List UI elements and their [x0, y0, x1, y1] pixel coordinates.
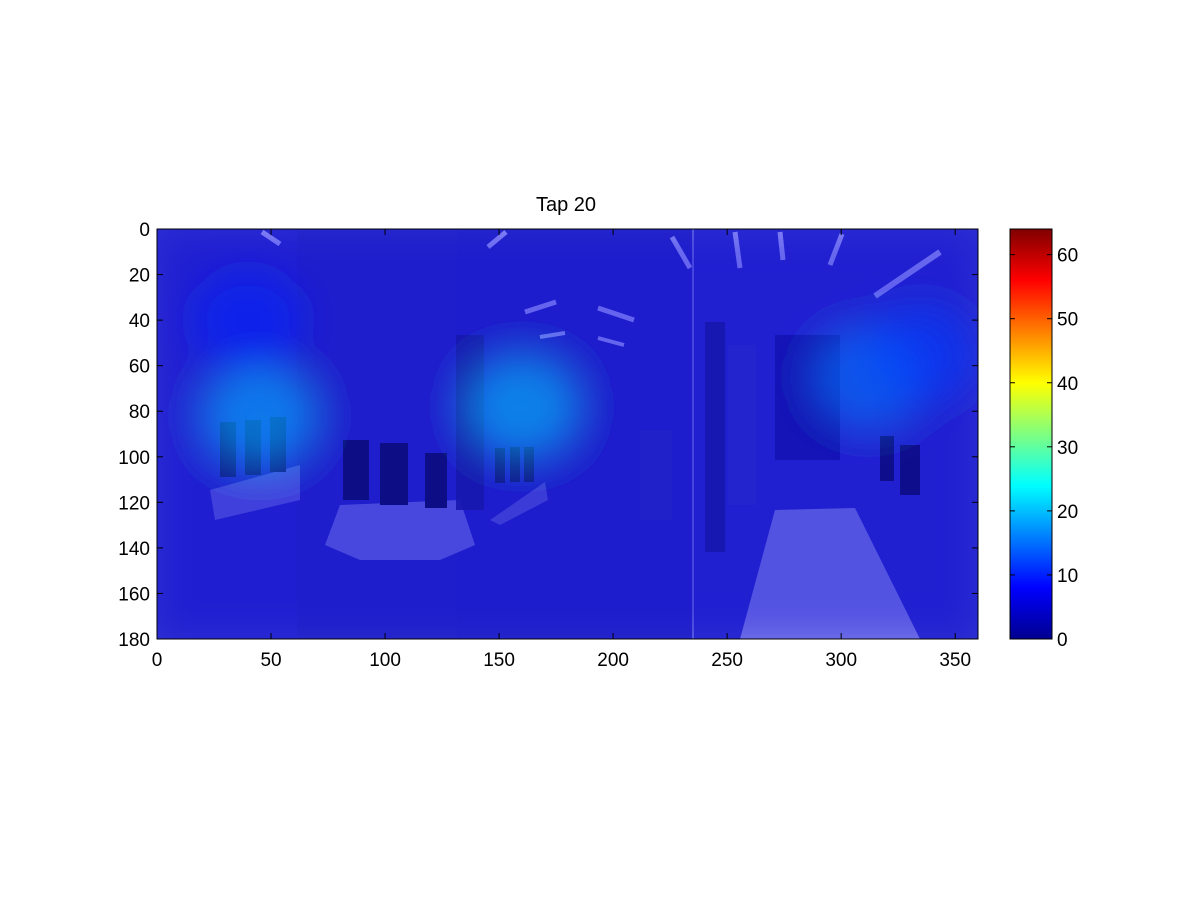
colorbar-tick-label: 60: [1057, 246, 1078, 267]
colorbar-tick-label: 50: [1057, 310, 1078, 331]
x-tick-label: 0: [152, 650, 163, 671]
chart-title: Tap 20: [536, 194, 596, 216]
colorbar-tick-label: 0: [1057, 630, 1068, 651]
y-tick-label: 160: [118, 584, 150, 605]
heat-hotspot: [193, 272, 304, 369]
x-tick-label: 300: [825, 650, 857, 671]
plot-frame: [156, 228, 979, 640]
y-tick-label: 40: [129, 311, 150, 332]
heat-hotspot: [466, 358, 577, 455]
x-tick-label: 250: [711, 650, 743, 671]
y-tick-label: 140: [118, 539, 150, 560]
colorbar-tick-label: 30: [1057, 438, 1078, 459]
heat-hotspot: [865, 306, 976, 403]
x-tick-label: 100: [369, 650, 401, 671]
colorbar-ticks: 0 10 20 30 40 50 60: [1010, 246, 1078, 651]
colorbar-tick-label: 20: [1057, 502, 1078, 523]
y-tick-label: 0: [139, 220, 150, 241]
colorbar: 0 10 20 30 40 50 60: [1009, 228, 1078, 651]
x-axis: 0 50 100 150 200 250 300 350: [152, 229, 971, 671]
y-tick-label: 60: [129, 357, 150, 378]
heat-hotspot: [204, 367, 315, 464]
y-tick-label: 20: [129, 266, 150, 287]
heatmap-overlay: [157, 229, 978, 639]
y-tick-label: 120: [118, 493, 150, 514]
y-axis: 0 20 40 60 80 100 120 140 160 180: [118, 220, 978, 651]
colorbar-tick-label: 10: [1057, 566, 1078, 587]
x-tick-label: 350: [939, 650, 971, 671]
y-tick-label: 180: [118, 630, 150, 651]
x-tick-label: 150: [483, 650, 515, 671]
colorbar-gradient: [1009, 228, 1053, 640]
x-tick-label: 200: [597, 650, 629, 671]
plot-area: [156, 228, 979, 640]
y-tick-label: 100: [118, 448, 150, 469]
y-tick-label: 80: [129, 402, 150, 423]
x-tick-label: 50: [260, 650, 281, 671]
colorbar-tick-label: 40: [1057, 374, 1078, 395]
